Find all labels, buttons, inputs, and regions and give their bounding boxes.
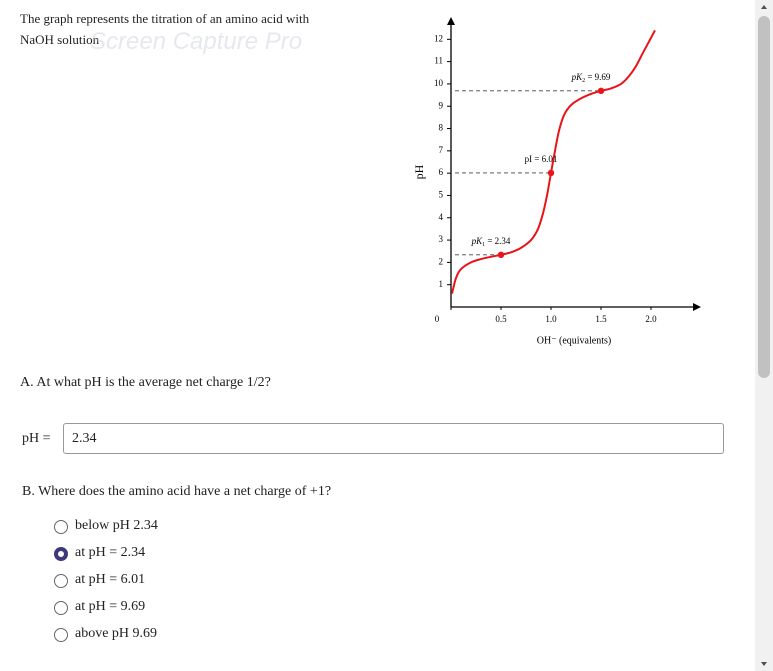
watermark: Screen Capture Pro: [90, 28, 303, 55]
annotation: pI = 6.01: [525, 154, 558, 164]
y-tick-label: 4: [439, 212, 444, 222]
x-tick-label: 1.0: [545, 314, 557, 324]
scrollbar-thumb[interactable]: [758, 16, 770, 378]
scroll-arrows: [761, 5, 767, 666]
y-tick-label: 9: [439, 100, 444, 110]
y-tick-label: 7: [439, 145, 444, 155]
question-header: NaOH solution: [20, 32, 100, 47]
option-label[interactable]: at pH = 2.34: [75, 545, 146, 560]
titration-curve: [451, 29, 656, 294]
x-tick-label: 2.0: [645, 314, 657, 324]
annotation-label: pI: [525, 154, 533, 164]
option-label[interactable]: below pH 2.34: [75, 518, 158, 533]
input-label: pH =: [22, 431, 51, 446]
radio-button[interactable]: [54, 547, 68, 561]
annotation-value: = 2.34: [485, 236, 511, 246]
x-axis-arrow: [693, 303, 701, 311]
radio-button[interactable]: [54, 601, 68, 615]
y-tick-label: 5: [439, 190, 444, 200]
x-tick-label: 0: [435, 314, 440, 324]
annotation: pK1 = 2.34: [471, 236, 511, 248]
y-axis-label: pH: [412, 164, 426, 179]
y-tick-label: 8: [439, 123, 444, 133]
key-point: [597, 87, 605, 95]
question-header: The graph represents the titration of an…: [20, 11, 310, 26]
annotation: pK2 = 9.69: [571, 72, 611, 84]
y-tick-label: 10: [434, 78, 444, 88]
radio-button[interactable]: [54, 520, 68, 534]
radio-button[interactable]: [54, 574, 68, 588]
part-a-question: A. At what pH is the average net charge …: [20, 375, 271, 390]
y-tick-label: 1: [439, 279, 444, 289]
y-tick-label: 12: [434, 33, 443, 43]
scrollbar[interactable]: [755, 0, 773, 671]
y-tick-label: 2: [439, 256, 444, 266]
y-tick-label: 11: [434, 56, 443, 66]
x-tick-label: 0.5: [495, 314, 507, 324]
option-label[interactable]: at pH = 6.01: [75, 572, 146, 587]
answer-input[interactable]: 2.34: [63, 423, 724, 454]
option-label[interactable]: at pH = 9.69: [75, 599, 146, 614]
key-point: [497, 251, 505, 258]
y-tick-label: 3: [439, 234, 444, 244]
part-b-question: B. Where does the amino acid have a net …: [22, 484, 332, 499]
annotation-label: pK: [471, 236, 484, 246]
radio-button[interactable]: [54, 628, 68, 642]
y-axis-arrow: [447, 17, 455, 25]
x-tick-label: 1.5: [595, 314, 607, 324]
key-point: [547, 169, 555, 177]
annotation-label: pK: [571, 72, 584, 82]
annotation-subscript: 1: [482, 242, 485, 248]
annotation-value: = 9.69: [585, 72, 611, 82]
x-axis-label: OH⁻ (equivalents): [537, 335, 611, 346]
y-tick-label: 6: [439, 167, 444, 177]
annotation-subscript: 2: [582, 78, 585, 84]
option-label[interactable]: above pH 9.69: [75, 626, 158, 641]
annotation-value: = 6.01: [532, 154, 557, 164]
